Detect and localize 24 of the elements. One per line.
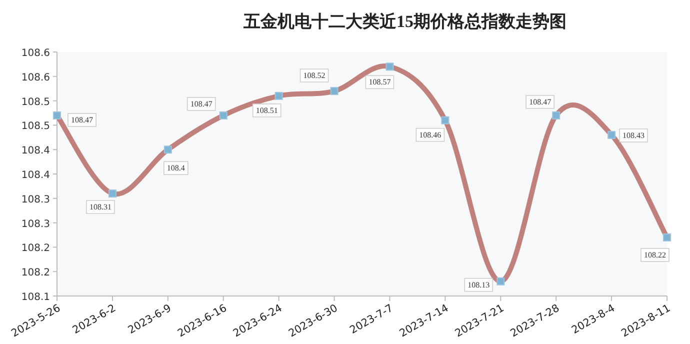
chart-title: 五金机电十二大类近15期价格总指数走势图 xyxy=(242,12,566,31)
data-label: 108.47 xyxy=(190,99,212,108)
data-label: 108.47 xyxy=(71,115,93,124)
data-label: 108.52 xyxy=(303,71,326,80)
y-tick-label: 108.6 xyxy=(21,48,50,59)
data-label: 108.43 xyxy=(622,130,645,140)
y-tick-label: 108.1 xyxy=(21,292,50,303)
data-label: 108.31 xyxy=(89,202,112,212)
y-tick-label: 108.2 xyxy=(21,268,50,279)
y-tick-label: 108.3 xyxy=(21,218,50,230)
y-tick-label: 108.2 xyxy=(21,243,50,254)
data-label: 108.22 xyxy=(644,250,666,260)
data-label: 108.4 xyxy=(166,164,185,173)
y-tick-label: 108.6 xyxy=(21,72,50,84)
y-tick-label: 108.4 xyxy=(21,170,50,181)
data-label: 108.47 xyxy=(529,97,552,106)
data-label: 108.46 xyxy=(419,130,442,140)
y-tick-label: 108.5 xyxy=(21,96,50,108)
y-tick-label: 108.4 xyxy=(21,146,50,157)
y-tick-label: 108.5 xyxy=(21,121,50,132)
y-tick-label: 108.3 xyxy=(21,194,50,206)
data-label: 108.13 xyxy=(468,280,490,290)
data-label: 108.51 xyxy=(256,106,278,115)
data-label: 108.57 xyxy=(368,78,391,87)
